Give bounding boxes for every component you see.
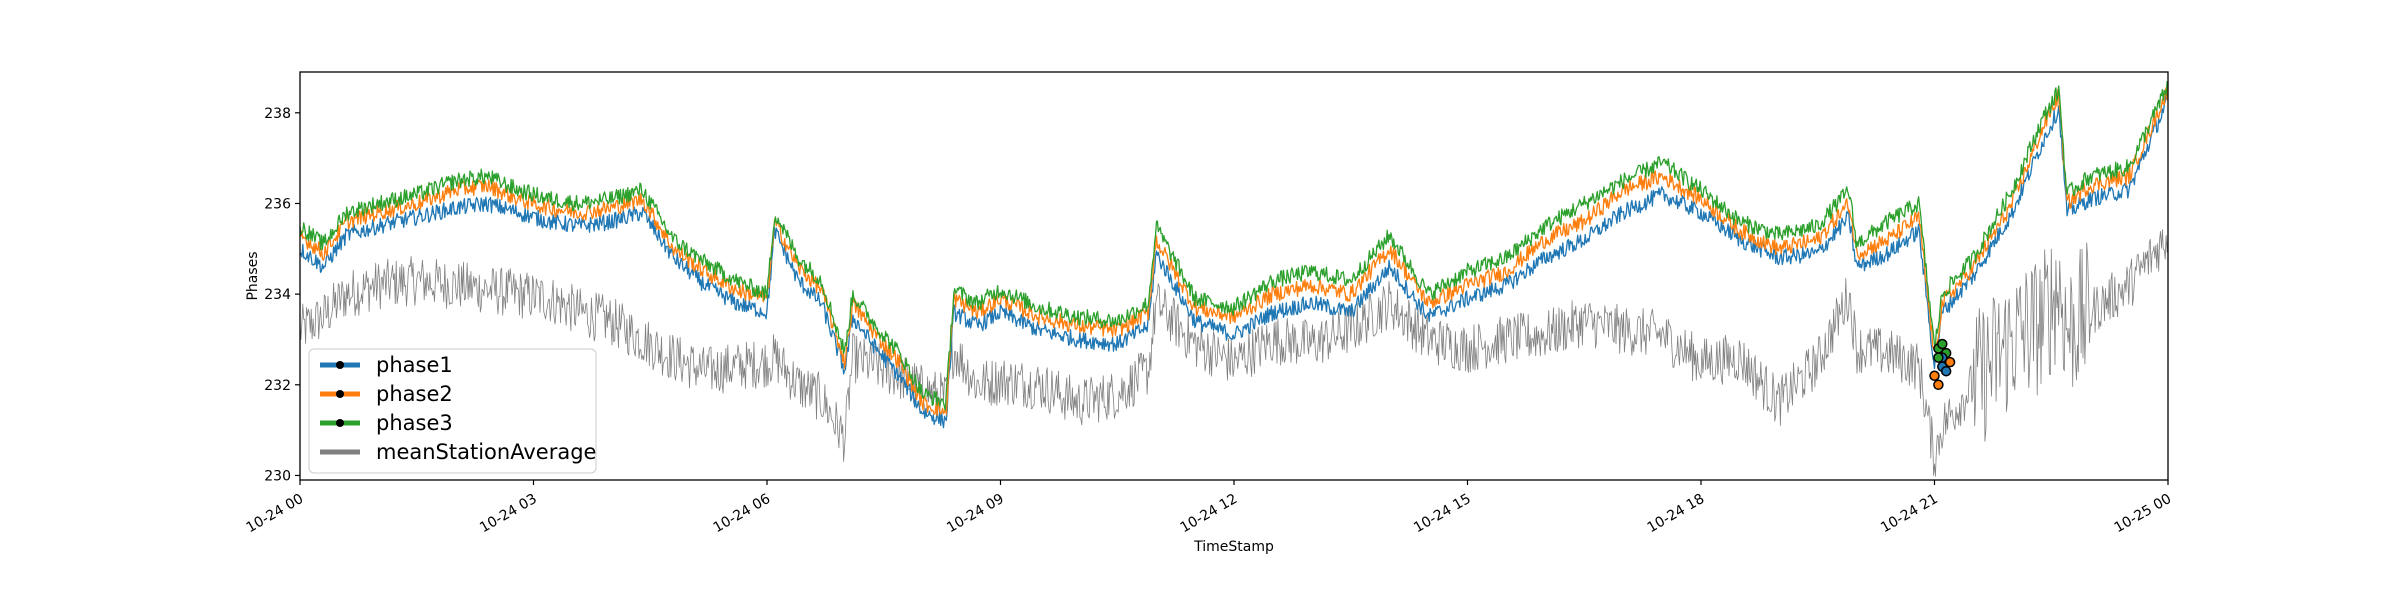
marker-layer — [1929, 338, 1956, 391]
data-point-marker — [1933, 352, 1944, 363]
legend-marker-phase2 — [336, 390, 344, 398]
y-axis-label: Phases — [245, 251, 261, 300]
series-line-phase3 — [299, 80, 2169, 411]
legend: phase1 phase2 phase3 meanStationAverage — [308, 348, 597, 474]
y-tick-label: 232 — [264, 378, 291, 394]
y-axis: 230 232 234 236 238 — [264, 106, 300, 484]
legend-box — [308, 348, 597, 474]
legend-label-meanStationAverage: meanStationAverage — [376, 440, 596, 464]
data-point-marker — [1944, 356, 1956, 368]
legend-label-phase1: phase1 — [376, 353, 453, 377]
series-line-phase1 — [299, 92, 2169, 429]
y-tick-label: 230 — [264, 468, 291, 484]
series-line-meanStationAverage — [299, 229, 2169, 477]
legend-label-phase2: phase2 — [376, 382, 453, 406]
y-tick-label: 234 — [264, 287, 291, 303]
legend-marker-phase3 — [336, 419, 344, 427]
data-point-marker — [1940, 365, 1952, 377]
legend-marker-phase1 — [336, 361, 344, 369]
series-layer — [299, 80, 2169, 477]
legend-label-phase3: phase3 — [376, 411, 453, 435]
data-point-marker — [1933, 379, 1944, 391]
data-point-marker — [1937, 338, 1948, 350]
y-tick-label: 238 — [264, 106, 291, 122]
data-point-marker — [1929, 370, 1940, 381]
y-tick-label: 236 — [264, 196, 291, 212]
x-axis-label: TimeStamp — [1193, 539, 1274, 555]
